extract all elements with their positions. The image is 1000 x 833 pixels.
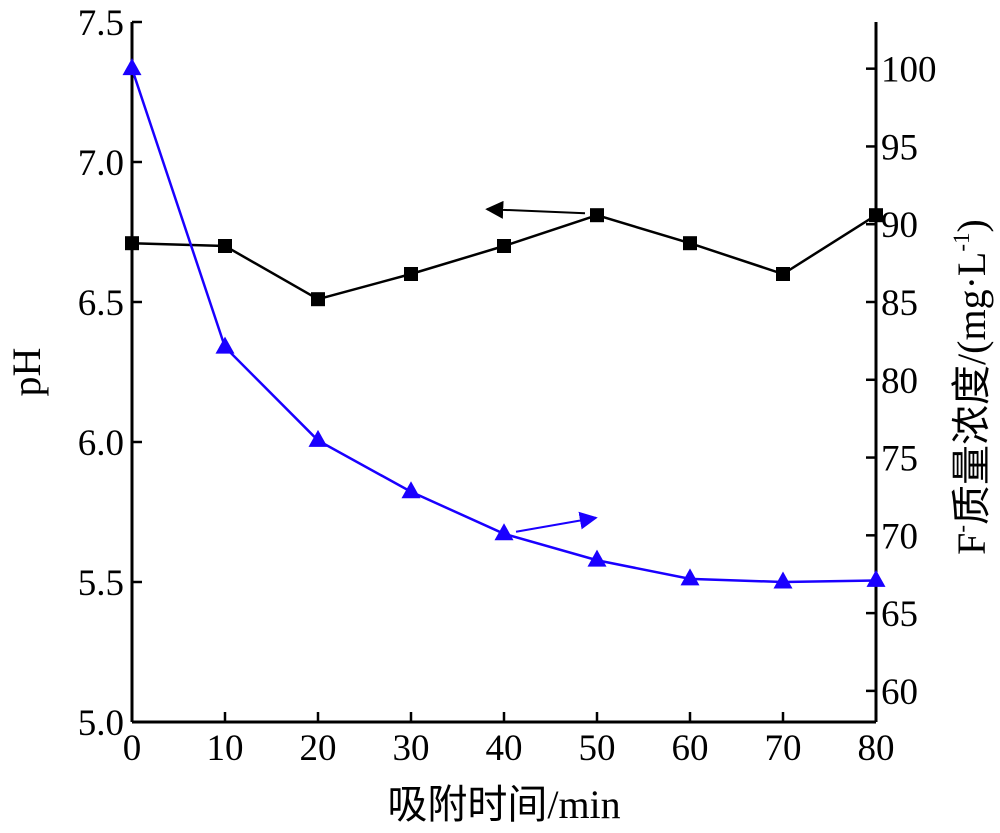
data-point-square xyxy=(869,208,883,223)
data-point-triangle xyxy=(308,429,328,447)
right-axis-title-main: 质量浓度/(mg·L xyxy=(949,252,994,525)
right-axis-title-close: ) xyxy=(949,219,994,232)
data-point-triangle xyxy=(494,523,514,541)
data-point-square xyxy=(683,236,697,251)
x-tick-label: 30 xyxy=(393,728,430,769)
data-point-triangle xyxy=(122,58,142,76)
data-point-square xyxy=(497,239,511,253)
y-left-tick-label: 7.0 xyxy=(78,143,124,184)
x-tick-label: 80 xyxy=(858,728,895,769)
data-point-triangle xyxy=(401,481,421,499)
y-right-tick-label: 75 xyxy=(881,439,918,480)
right-axis-title-unit-superscript: -1 xyxy=(949,232,974,251)
data-point-square xyxy=(404,267,418,281)
y-left-tick-label: 6.0 xyxy=(78,423,124,464)
y-left-tick-label: 5.5 xyxy=(78,563,124,604)
x-tick-label: 50 xyxy=(579,728,616,769)
y-right-ticks: 60 65 70 75 80 85 90 95 100 xyxy=(866,50,937,713)
data-point-triangle xyxy=(680,568,700,586)
series-line xyxy=(131,213,877,301)
x-tick-label: 10 xyxy=(207,728,244,769)
y-right-tick-label: 90 xyxy=(881,205,918,246)
y-left-ticks: 5.0 5.5 6.0 6.5 7.0 7.5 xyxy=(78,3,142,744)
x-tick-label: 0 xyxy=(123,728,142,769)
right-axis-arrow xyxy=(515,511,598,533)
y-right-tick-label: 65 xyxy=(881,594,918,635)
right-axis-title: F-质量浓度/(mg·L-1) xyxy=(949,219,994,555)
x-axis-title: 吸附时间/min xyxy=(387,782,620,827)
data-point-square xyxy=(590,208,604,223)
data-point-square xyxy=(776,267,790,281)
left-axis-arrow xyxy=(485,200,586,219)
y-right-tick-label: 80 xyxy=(881,361,918,402)
y-right-tick-label: 70 xyxy=(881,516,918,557)
annotation-layer xyxy=(485,200,598,533)
data-point-square xyxy=(311,292,325,307)
plot-frame xyxy=(130,22,878,724)
data-point-triangle xyxy=(587,549,607,567)
y-left-tick-label: 5.0 xyxy=(78,703,124,744)
data-point-triangle xyxy=(773,571,793,589)
series-line xyxy=(130,68,877,584)
y-right-tick-label: 95 xyxy=(881,127,918,168)
right-axis-title-f: F xyxy=(949,533,994,555)
y-left-tick-label: 7.5 xyxy=(78,3,124,44)
data-point-square xyxy=(218,239,232,253)
x-tick-label: 70 xyxy=(765,728,802,769)
data-point-square xyxy=(125,236,139,251)
x-ticks: 0 10 20 30 40 50 60 70 80 xyxy=(123,712,895,769)
y-right-tick-label: 60 xyxy=(881,672,918,713)
series-0 xyxy=(125,208,883,307)
data-point-triangle xyxy=(866,569,886,587)
y-right-tick-label: 85 xyxy=(881,283,918,324)
y-right-tick-label: 100 xyxy=(881,50,937,91)
y-left-tick-label: 6.5 xyxy=(78,283,124,324)
data-point-triangle xyxy=(215,336,235,354)
series-layer xyxy=(122,58,886,589)
right-axis-title-f-superscript: - xyxy=(949,525,974,533)
series-1 xyxy=(122,58,886,589)
x-tick-label: 60 xyxy=(672,728,709,769)
x-tick-label: 20 xyxy=(300,728,337,769)
left-axis-title: pH xyxy=(4,348,49,397)
x-tick-label: 40 xyxy=(486,728,523,769)
